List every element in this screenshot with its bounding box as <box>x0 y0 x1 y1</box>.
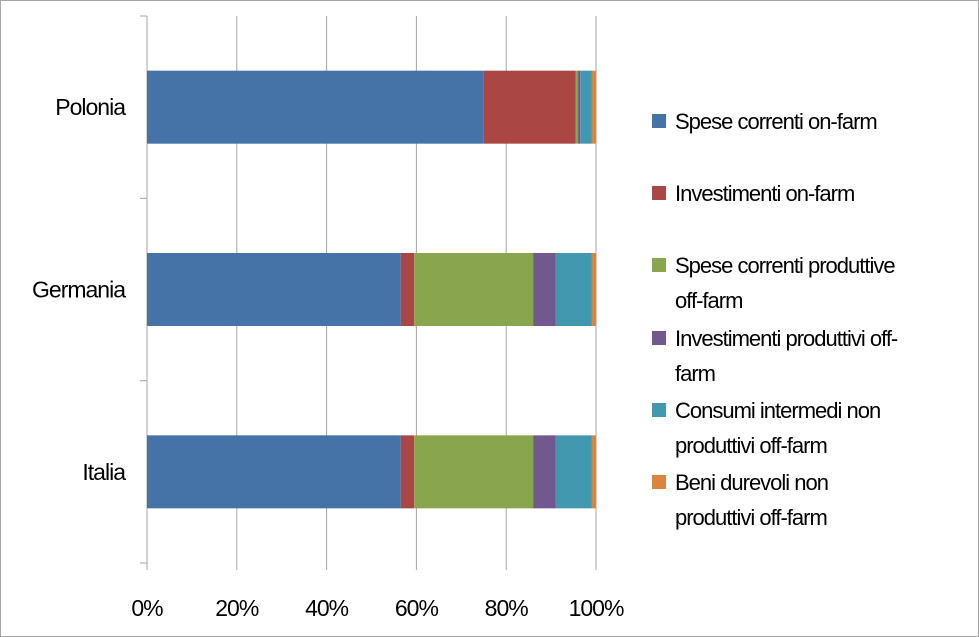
category-label-germania: Germania <box>32 277 126 303</box>
bar-segment-polonia-3 <box>578 70 581 144</box>
legend-swatch-5 <box>652 475 666 489</box>
bar-segment-germania-2 <box>414 253 534 326</box>
bars <box>147 70 596 509</box>
bar-segment-italia-1 <box>400 435 415 509</box>
legend-label-1: Investimenti on-farm <box>675 181 854 206</box>
legend-swatch-0 <box>652 114 666 128</box>
legend-label-2: off-farm <box>675 288 742 313</box>
bar-segment-italia-0 <box>147 435 401 509</box>
legend-label-2: Spese correnti produttive <box>675 253 895 278</box>
x-tick-label: 0% <box>131 595 163 621</box>
legend-swatch-1 <box>652 186 666 200</box>
legend-swatch-3 <box>652 331 666 345</box>
legend-label-5: produttivi off-farm <box>675 505 827 530</box>
bar-segment-germania-1 <box>400 253 415 326</box>
bar-segment-italia-5 <box>591 435 596 509</box>
category-label-italia: Italia <box>82 459 126 485</box>
bar-segment-italia-3 <box>533 435 556 509</box>
bar-segment-italia-4 <box>555 435 592 509</box>
bar-segment-polonia-0 <box>147 70 484 144</box>
legend-swatch-4 <box>652 403 666 417</box>
x-tick-label: 100% <box>569 595 624 621</box>
category-labels: Polonia Germania Italia <box>32 94 127 485</box>
bar-segment-germania-0 <box>147 253 401 326</box>
category-label-polonia: Polonia <box>55 94 126 120</box>
bar-segment-polonia-2 <box>575 70 579 144</box>
x-tick-labels: 0% 20% 40% 60% 80% 100% <box>131 595 625 621</box>
bar-segment-germania-5 <box>591 253 596 326</box>
bar-segment-italia-2 <box>414 435 534 509</box>
legend-label-5: Beni durevoli non <box>675 470 828 495</box>
x-tick-label: 60% <box>395 595 439 621</box>
legend: Spese correnti on-farm Investimenti on-fa… <box>652 109 899 530</box>
bar-segment-germania-3 <box>533 253 556 326</box>
legend-label-3: farm <box>675 361 715 386</box>
legend-swatch-2 <box>652 258 666 272</box>
x-tick-label: 40% <box>305 595 349 621</box>
legend-label-4: Consumi intermedi non <box>675 398 880 423</box>
bar-segment-polonia-1 <box>483 70 576 144</box>
legend-label-4: produttivi off-farm <box>675 433 827 458</box>
legend-label-0: Spese correnti on-farm <box>675 109 877 134</box>
x-tick-label: 20% <box>215 595 259 621</box>
bar-segment-polonia-4 <box>580 70 592 144</box>
x-tick-label: 80% <box>485 595 529 621</box>
legend-label-3: Investimenti produttivi off- <box>675 326 898 351</box>
bar-segment-germania-4 <box>555 253 592 326</box>
bar-segment-polonia-5 <box>591 70 596 144</box>
